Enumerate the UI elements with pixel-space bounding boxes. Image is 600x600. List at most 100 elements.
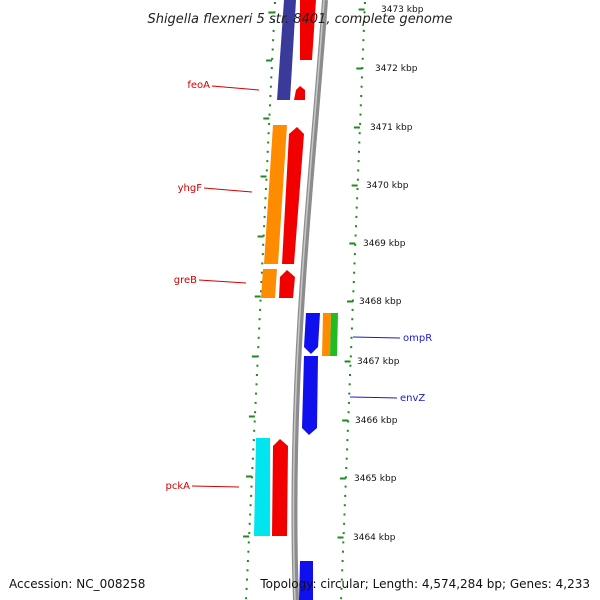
ruler-dot bbox=[363, 11, 366, 14]
ruler-dot bbox=[342, 541, 345, 544]
ruler-dot bbox=[253, 420, 256, 423]
ruler-dot bbox=[360, 85, 363, 88]
feature-group-ompR-envZ bbox=[299, 313, 338, 600]
ruler-tick bbox=[268, 11, 275, 14]
ruler-dot bbox=[345, 467, 348, 469]
label-leader-ompR bbox=[352, 336, 401, 339]
ruler-dot bbox=[270, 67, 273, 70]
feature-group-yhgF bbox=[264, 125, 304, 264]
map-title: Shigella flexneri 5 str. 8401, complete … bbox=[147, 12, 452, 27]
ruler-dot bbox=[350, 346, 353, 349]
ruler-dot bbox=[263, 225, 266, 228]
ruler-dot bbox=[259, 308, 262, 311]
kbp-label: 3470 kbp bbox=[366, 181, 409, 191]
ruler-dot bbox=[245, 587, 248, 590]
kbp-label: 3471 kbp bbox=[370, 123, 413, 133]
ruler-dot bbox=[273, 2, 276, 4]
ruler-dot bbox=[358, 150, 360, 153]
ruler-dot bbox=[345, 457, 348, 460]
ruler-tick bbox=[347, 300, 353, 303]
ruler-dot bbox=[363, 20, 366, 23]
kbp-label: 3466 kbp bbox=[355, 416, 398, 426]
ruler-dot bbox=[341, 569, 344, 572]
ruler-dot bbox=[251, 467, 254, 469]
ruler-dot bbox=[264, 197, 267, 200]
ruler-dot bbox=[245, 597, 248, 600]
ruler-dot bbox=[344, 494, 347, 497]
gene-label-pckA: pckA bbox=[166, 481, 191, 492]
ruler-tick bbox=[337, 536, 344, 539]
feature-group-feoA bbox=[277, 0, 316, 100]
ruler-dot bbox=[252, 439, 255, 442]
ruler-dot bbox=[353, 262, 356, 265]
ruler-dot bbox=[360, 76, 363, 79]
ruler-dot bbox=[255, 392, 257, 395]
ruler-dot bbox=[359, 104, 362, 107]
ruler-dot bbox=[255, 374, 258, 376]
ruler-dot bbox=[341, 560, 344, 562]
ruler-dot bbox=[266, 150, 269, 153]
ruler-right-track bbox=[337, 2, 366, 600]
ruler-dot bbox=[342, 550, 344, 553]
ruler-dot bbox=[361, 57, 364, 60]
orange-cds-feature bbox=[261, 269, 277, 298]
ruler-tick bbox=[356, 67, 363, 70]
kbp-label: 3472 kbp bbox=[375, 64, 418, 74]
ruler-tick bbox=[254, 295, 261, 298]
ruler-dot bbox=[263, 215, 266, 218]
ruler-dot bbox=[246, 560, 249, 562]
ruler-dot bbox=[265, 169, 268, 172]
ruler-dot bbox=[253, 429, 256, 432]
ruler-dot bbox=[347, 411, 350, 414]
ruler-dot bbox=[273, 11, 276, 14]
ruler-dot bbox=[271, 57, 274, 60]
orange-cds-feature bbox=[322, 313, 331, 356]
gene-label-feoA: feoA bbox=[187, 80, 210, 91]
ruler-dot bbox=[260, 281, 263, 283]
ruler-tick bbox=[349, 242, 356, 245]
ruler-dot bbox=[259, 299, 262, 302]
ruler-dot bbox=[355, 215, 358, 218]
orange-cds-feature bbox=[264, 125, 287, 264]
blue-cds-feature bbox=[299, 561, 313, 600]
ruler-dot bbox=[351, 318, 354, 321]
ruler-dot bbox=[353, 253, 356, 256]
ruler-dot bbox=[359, 113, 362, 116]
red-cds-feature bbox=[272, 439, 288, 536]
ruler-dot bbox=[250, 494, 253, 497]
ruler-tick bbox=[266, 59, 273, 62]
ruler-dot bbox=[358, 132, 361, 135]
ruler-dot bbox=[266, 160, 269, 163]
cyan-cds-feature bbox=[254, 438, 270, 536]
ruler-dot bbox=[269, 85, 272, 88]
ruler-dot bbox=[262, 234, 265, 237]
ruler-dot bbox=[359, 122, 362, 125]
ruler-left-track bbox=[243, 2, 276, 600]
gene-label-ompR: ompR bbox=[403, 333, 432, 344]
ruler-dot bbox=[340, 578, 343, 581]
ruler-dot bbox=[355, 206, 358, 209]
ruler-dot bbox=[272, 29, 275, 32]
gene-label-greB: greB bbox=[174, 275, 197, 286]
gene-label-lines bbox=[191, 85, 401, 488]
ruler-dot bbox=[363, 2, 366, 4]
ruler-dot bbox=[356, 178, 359, 181]
kbp-label: 3464 kbp bbox=[353, 533, 396, 543]
ruler-dot bbox=[273, 20, 275, 23]
ruler-dot bbox=[247, 550, 250, 553]
ruler-dot bbox=[260, 290, 262, 293]
ruler-dot bbox=[248, 522, 251, 525]
ruler-dot bbox=[260, 271, 263, 274]
ruler-dot bbox=[340, 587, 343, 590]
ruler-dot bbox=[272, 39, 275, 42]
genome-backbone-highlight bbox=[292, 0, 325, 600]
ruler-tick bbox=[358, 8, 365, 11]
green-cds-feature bbox=[330, 313, 338, 356]
kbp-label: 3468 kbp bbox=[359, 297, 402, 307]
kbp-label: 3469 kbp bbox=[363, 239, 406, 249]
ruler-dot bbox=[362, 29, 365, 32]
ruler-dot bbox=[257, 336, 260, 339]
ruler-dot bbox=[356, 197, 359, 200]
label-leader-envZ bbox=[349, 396, 398, 399]
red-cds-feature bbox=[294, 86, 305, 100]
